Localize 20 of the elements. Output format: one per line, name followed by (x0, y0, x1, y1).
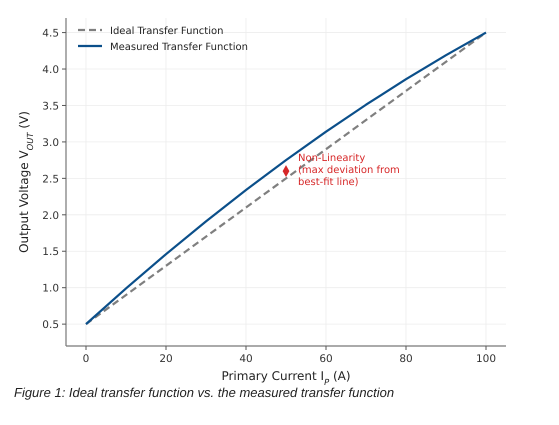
x-tick-label: 20 (159, 353, 173, 365)
x-tick-label: 40 (239, 353, 253, 365)
x-tick-label: 80 (399, 353, 413, 365)
x-axis-title: Primary Current I$_{P}$ (A) (221, 369, 351, 387)
caption: Figure 1: Ideal transfer function vs. the measured transfer function (14, 385, 394, 400)
x-tick-label: 100 (476, 353, 496, 365)
legend-label: Measured Transfer Function (110, 42, 248, 53)
x-tick-label: 0 (82, 353, 90, 365)
y-tick-label: 0.5 (42, 319, 59, 332)
y-tick-label: 3.5 (42, 100, 59, 112)
y-tick-label: 2.0 (42, 210, 59, 222)
legend-label: Ideal Transfer Function (110, 26, 224, 37)
annotation: Non-Linearity (max deviation from best-fit line) (298, 153, 400, 188)
y-tick-label: 1.5 (42, 246, 59, 258)
y-tick-label: 4.0 (42, 64, 59, 76)
x-tick-label: 60 (319, 353, 333, 365)
y-tick-label: 2.5 (42, 173, 59, 186)
y-tick-label: 3.0 (42, 136, 59, 149)
y-tick-label: 4.5 (42, 28, 59, 40)
y-tick-label: 1.0 (42, 282, 59, 295)
